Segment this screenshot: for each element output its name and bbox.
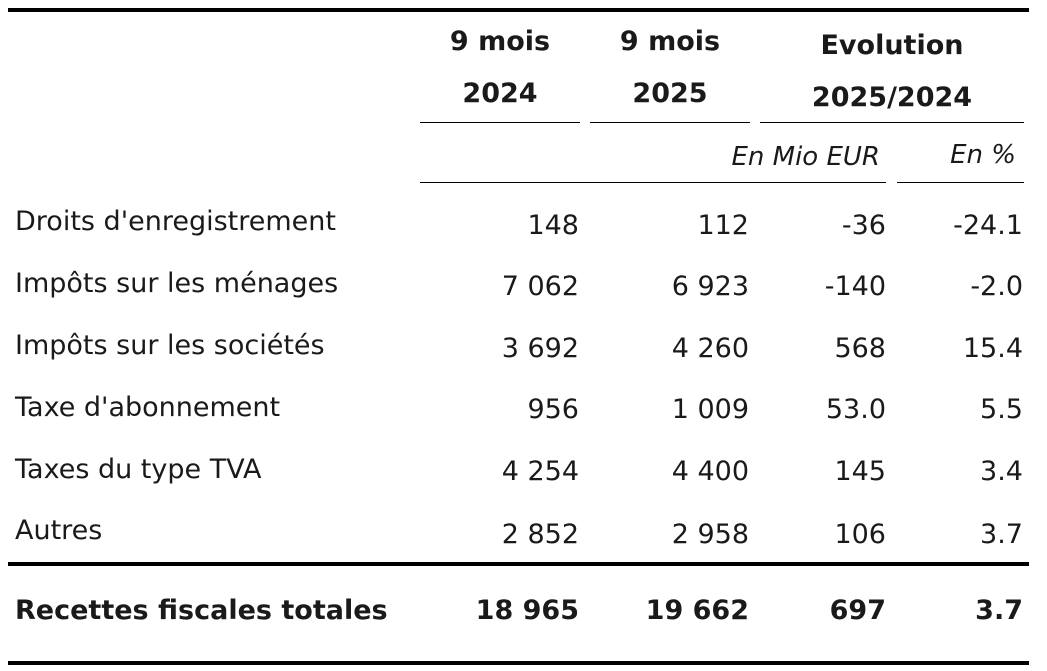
row-label: Impôts sur les sociétés — [15, 330, 325, 361]
total-row: Recettes fiscales totales 18 965 19 662 … — [0, 595, 1047, 635]
cell-2024: 3 692 — [501, 333, 579, 364]
units-underline-pct — [897, 182, 1024, 183]
row-label: Impôts sur les ménages — [15, 268, 339, 299]
cell-evolution: -36 — [841, 210, 886, 241]
cell-2024: 4 254 — [501, 456, 579, 487]
table-row: Autres 2 852 2 958 106 3.7 — [0, 515, 1047, 555]
header-col-evolution-line1: Evolution — [820, 30, 964, 61]
cell-2025: 112 — [697, 210, 749, 241]
row-label: Autres — [15, 515, 103, 546]
table-row: Taxes du type TVA 4 254 4 400 145 3.4 — [0, 454, 1047, 494]
cell-2025: 2 958 — [671, 519, 749, 550]
cell-evolution: 106 — [834, 519, 886, 550]
header-col-2024-line2: 2024 — [462, 78, 538, 109]
header-underline-2024 — [420, 122, 580, 123]
header-col-evolution-line2: 2025/2024 — [811, 82, 973, 113]
table-row: Droits d'enregistrement 148 112 -36 -24.… — [0, 206, 1047, 246]
header-underline-evolution — [760, 122, 1024, 123]
row-label: Taxes du type TVA — [15, 454, 262, 485]
cell-percent: 3.4 — [980, 456, 1023, 487]
cell-percent: -2.0 — [970, 271, 1023, 302]
cell-percent: -24.1 — [953, 210, 1023, 241]
bottom-rule — [8, 661, 1029, 665]
cell-evolution: 53.0 — [825, 394, 886, 425]
top-rule — [8, 8, 1029, 12]
cell-2024: 7 062 — [501, 271, 579, 302]
row-label: Taxe d'abonnement — [15, 392, 281, 423]
table-row: Impôts sur les sociétés 3 692 4 260 568 … — [0, 330, 1047, 370]
table-row: Taxe d'abonnement 956 1 009 53.0 5.5 — [0, 392, 1047, 432]
row-label: Droits d'enregistrement — [15, 206, 336, 237]
total-2025: 19 662 — [645, 595, 749, 626]
header-col-evolution: Evolution 2025/2024 — [760, 20, 1024, 124]
header-col-2025-line1: 9 mois — [619, 26, 721, 57]
unit-percent: En % — [950, 140, 1016, 170]
total-label: Recettes fiscales totales — [15, 595, 388, 626]
units-underline-mio — [420, 182, 886, 183]
cell-2025: 4 260 — [671, 333, 749, 364]
cell-evolution: -140 — [824, 271, 886, 302]
total-percent: 3.7 — [975, 595, 1023, 626]
cell-evolution: 145 — [834, 456, 886, 487]
header-col-2025: 9 mois 2025 — [590, 16, 750, 120]
cell-2024: 2 852 — [501, 519, 579, 550]
unit-mio-eur: En Mio EUR — [731, 142, 880, 172]
cell-2024: 148 — [527, 210, 579, 241]
cell-evolution: 568 — [834, 333, 886, 364]
header-col-2024-line1: 9 mois — [449, 26, 551, 57]
header-underline-2025 — [590, 122, 750, 123]
cell-2024: 956 — [527, 394, 579, 425]
total-top-rule — [8, 562, 1029, 566]
table-row: Impôts sur les ménages 7 062 6 923 -140 … — [0, 268, 1047, 308]
cell-percent: 5.5 — [980, 394, 1023, 425]
cell-2025: 4 400 — [671, 456, 749, 487]
total-2024: 18 965 — [475, 595, 579, 626]
cell-percent: 15.4 — [962, 333, 1023, 364]
cell-2025: 1 009 — [671, 394, 749, 425]
cell-2025: 6 923 — [671, 271, 749, 302]
header-col-2025-line2: 2025 — [632, 78, 708, 109]
cell-percent: 3.7 — [980, 519, 1023, 550]
total-evolution: 697 — [829, 595, 886, 626]
header-col-2024: 9 mois 2024 — [420, 16, 580, 120]
